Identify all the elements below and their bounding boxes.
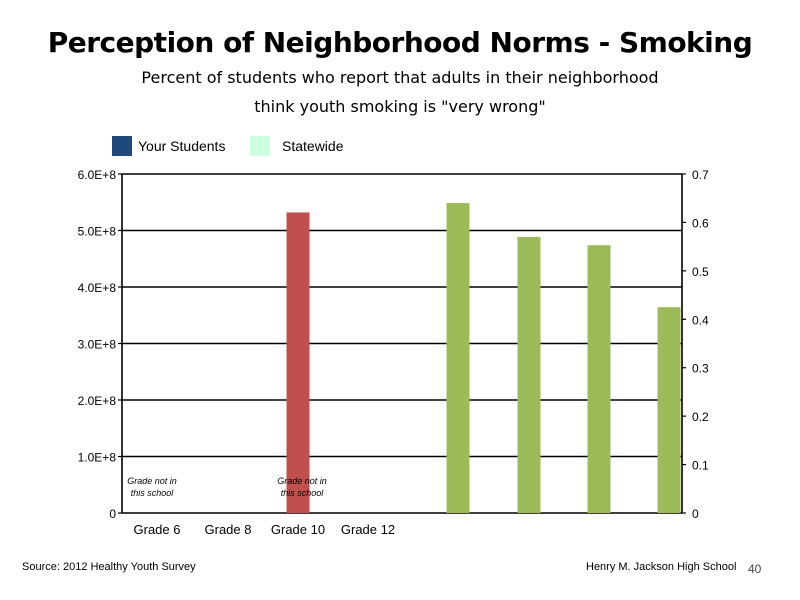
bar-right-series xyxy=(657,307,681,513)
right-axis-tick-label: 0.5 xyxy=(692,265,709,279)
left-axis-tick-label: 1.0E+8 xyxy=(78,451,117,465)
category-label: Grade 12 xyxy=(341,522,395,537)
right-axis-tick-label: 0.3 xyxy=(692,362,709,376)
annotation-grade-not-in-school: Grade not in xyxy=(277,476,327,486)
source-note: Source: 2012 Healthy Youth Survey xyxy=(22,561,196,573)
category-label: Grade 6 xyxy=(134,522,181,537)
left-axis-tick-label: 5.0E+8 xyxy=(78,225,117,239)
right-axis-tick-label: 0.2 xyxy=(692,410,709,424)
legend-item-statewide: Statewide xyxy=(250,136,343,156)
category-label: Grade 8 xyxy=(205,522,252,537)
legend-swatch-your-students xyxy=(112,136,132,156)
chart-title: Perception of Neighborhood Norms - Smoki… xyxy=(47,26,753,59)
legend-item-your-students: Your Students xyxy=(112,136,225,156)
chart-subtitle-line-1: Percent of students who report that adul… xyxy=(141,68,659,87)
right-axis-tick-label: 0.7 xyxy=(692,168,709,182)
right-axis-tick-label: 0 xyxy=(692,507,699,521)
bar-right-series xyxy=(517,236,541,513)
chart-subtitle-line-2: think youth smoking is "very wrong" xyxy=(254,97,546,116)
left-axis-tick-label: 3.0E+8 xyxy=(78,338,117,352)
school-name: Henry M. Jackson High School xyxy=(586,561,737,573)
bar-left-series xyxy=(286,212,310,514)
right-axis-tick-label: 0.4 xyxy=(692,313,709,327)
left-axis-tick-label: 2.0E+8 xyxy=(78,394,117,408)
right-axis-tick-label: 0.6 xyxy=(692,216,709,230)
annotation-grade-not-in-school: this school xyxy=(281,488,325,498)
left-axis-tick-label: 6.0E+8 xyxy=(78,168,117,182)
legend-label-your-students: Your Students xyxy=(138,138,226,154)
annotation-grade-not-in-school: this school xyxy=(131,488,175,498)
bar-right-series xyxy=(446,203,470,514)
annotation-grade-not-in-school: Grade not in xyxy=(127,476,177,486)
category-label: Grade 10 xyxy=(271,522,325,537)
left-axis-tick-label: 4.0E+8 xyxy=(78,281,117,295)
bar-chart: 0 1.0E+8 2.0E+8 3.0E+8 4.0E+8 5.0E+8 6.0E+8 0 0.… xyxy=(78,168,709,537)
left-axis-tick-label: 0 xyxy=(109,507,116,521)
page-number: 40 xyxy=(748,562,762,576)
legend-label-statewide: Statewide xyxy=(282,138,344,154)
right-axis-tick-label: 0.1 xyxy=(692,459,709,473)
legend-swatch-statewide xyxy=(250,136,270,156)
bar-right-series xyxy=(587,245,611,513)
